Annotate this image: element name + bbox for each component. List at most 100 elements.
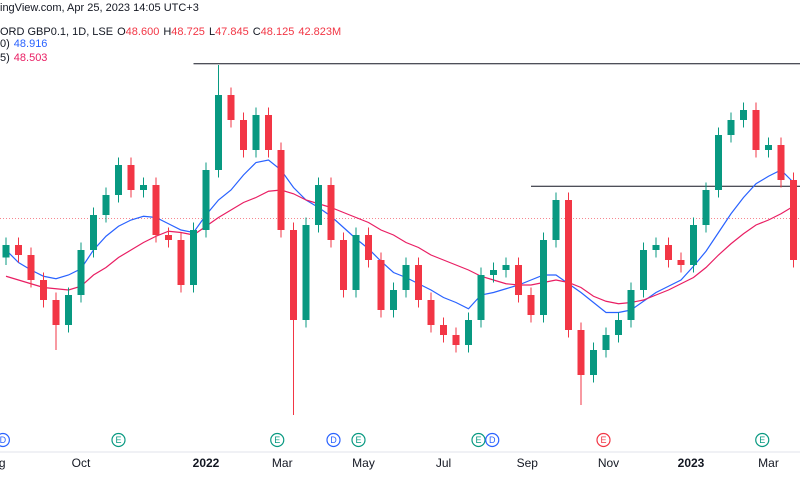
ohlc-value: 48.125 [260,26,295,38]
candle [165,227,172,248]
candle [265,107,272,158]
candle-body [315,185,322,225]
event-marker [351,432,366,448]
candle-body [365,235,372,260]
candle-body [90,215,97,250]
candle [527,287,535,323]
x-tick-label: 2023 [678,456,705,470]
candle [690,217,697,273]
x-tick-label: g [0,456,6,470]
ohlc-item: L47.845 [209,26,249,38]
candle [77,242,85,303]
candle [502,257,510,278]
candle-body [452,335,460,345]
ohlc-value: 48.600 [125,26,160,38]
candle [115,157,122,203]
event-marker [270,432,285,448]
candle [290,222,297,415]
candle [302,217,310,328]
ohlc-item: O48.600 [117,26,159,38]
candle-body [290,230,297,320]
legend-name: 0) [0,38,10,50]
event-marker [326,432,341,448]
candle-body [465,320,472,345]
candle [402,257,410,298]
event-label: E [115,435,121,445]
candle [490,262,497,283]
candle-body [177,240,185,285]
candle-body [440,325,447,335]
candle [440,317,447,343]
candle [552,192,560,248]
legend-value: 48.503 [13,52,48,64]
x-tick-label: Jul [436,456,451,470]
candle-body [377,260,385,310]
moving-average-line [5,189,794,305]
x-tick-label: Oct [72,456,91,470]
candle [790,172,797,268]
candle [427,292,435,333]
ohlc-item: H48.725 [163,26,205,38]
candle-body [640,250,647,290]
candle-body [765,145,772,150]
candle [190,222,197,293]
candle-body [240,120,247,150]
candle [152,177,160,243]
candle-body [2,245,10,258]
candle-body [527,295,535,315]
legend-entry: 5) 48.503 [0,52,47,64]
candle-body [140,185,147,190]
legend-name: 5) [0,52,10,64]
candle-body [265,115,272,150]
candle-body [615,320,622,335]
candle-body [352,235,360,290]
legend-value: 48.916 [13,38,48,50]
x-tick-label: Nov [598,456,619,470]
candle-body [565,200,572,330]
candle [777,137,785,188]
candle-body [427,300,435,325]
candle [702,182,710,233]
candle [577,322,585,405]
candle-body [152,185,160,235]
candle [102,187,110,223]
event-label: D [330,435,337,445]
candle [140,177,147,198]
candle [15,237,22,263]
candle-body [477,275,485,320]
candle-body [65,295,72,325]
candle-body [777,145,785,180]
candle-body [490,270,497,275]
candle-body [415,265,422,300]
candle-body [102,195,110,215]
candle [765,137,772,158]
candle-body [502,265,510,270]
candle [615,312,622,343]
candle-body [202,170,210,230]
volume: 42.823M [298,26,342,38]
x-tick-label: Mar [758,456,779,470]
candle [727,112,735,143]
legend-entry: 0) 48.916 [0,38,47,50]
candle [652,237,660,258]
candle [252,107,260,158]
candle-body [115,165,122,195]
candle [640,242,647,298]
x-tick-label: May [352,456,375,470]
candle [677,252,685,273]
candle [202,162,210,238]
candle [740,102,747,128]
candle-body [552,200,560,240]
candle [565,192,572,338]
candle [627,282,635,328]
candle [327,177,335,248]
candle [27,247,35,288]
candle [2,237,10,265]
candle-body [252,115,260,150]
event-marker [111,432,126,448]
candle [177,232,185,293]
candle-body [227,95,235,120]
candle [515,257,522,303]
candle [215,65,222,178]
